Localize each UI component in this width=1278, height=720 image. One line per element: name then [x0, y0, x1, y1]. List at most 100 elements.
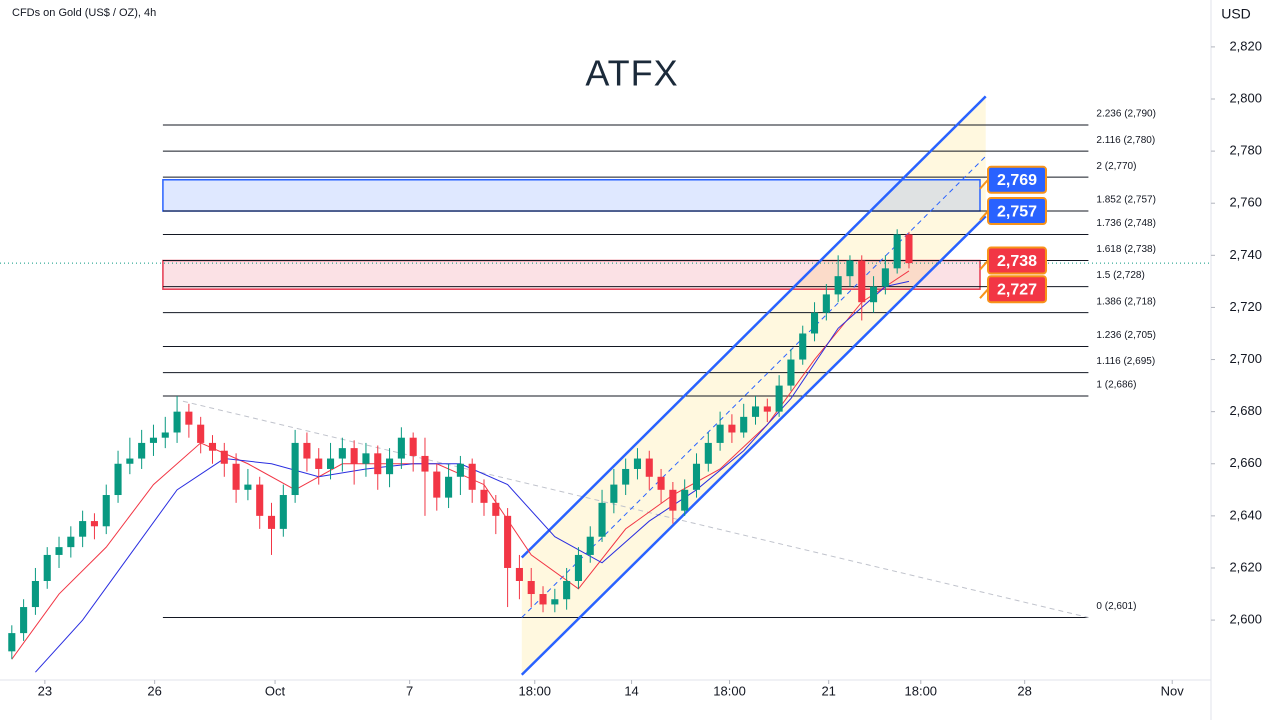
price-tag	[987, 275, 1047, 304]
channel-fill	[521, 96, 986, 675]
x-tick-label: Oct	[265, 683, 286, 698]
candle-body	[114, 463, 122, 496]
candle-body	[763, 406, 771, 412]
fib-label: 2 (2,770)	[1096, 161, 1136, 172]
channel-lower	[520, 215, 987, 676]
candle-body	[870, 286, 878, 303]
chart-title: CFDs on Gold (US$ / OZ), 4h	[12, 7, 156, 19]
candle-body	[256, 484, 264, 516]
y-tick-label: 2,760	[1229, 195, 1262, 210]
candle-body	[315, 458, 323, 469]
candle-body	[197, 424, 205, 443]
candle-body	[43, 554, 51, 581]
tag-pointer	[979, 259, 989, 271]
candle-body	[775, 385, 783, 412]
x-tick-label: 28	[1017, 683, 1031, 698]
price-tag	[987, 246, 1047, 275]
brand-logo: ATFX	[585, 53, 678, 94]
candle-body	[161, 432, 169, 438]
zone	[162, 179, 981, 212]
candle-body	[138, 442, 146, 459]
candle-body	[421, 455, 429, 472]
zone	[162, 259, 981, 290]
candle-body	[79, 521, 87, 537]
candle-body	[669, 489, 677, 511]
price-tag	[987, 165, 1047, 194]
candle-body	[846, 260, 854, 277]
candle-body	[504, 515, 512, 568]
channel-mid	[521, 155, 987, 618]
candle-body	[55, 547, 63, 555]
moving-average	[35, 280, 910, 673]
candle-body	[622, 468, 630, 485]
candle-body	[291, 442, 299, 496]
candle-body	[279, 495, 287, 529]
y-tick-label: 2,600	[1229, 612, 1262, 627]
price-tag-label: 2,769	[997, 172, 1037, 189]
candle-body	[208, 442, 217, 451]
candle-body	[386, 458, 394, 475]
y-tick-label: 2,620	[1229, 559, 1262, 574]
candle-body	[397, 437, 405, 459]
fib-label: 1.386 (2,718)	[1096, 296, 1156, 307]
tag-pointer	[979, 288, 989, 299]
candle-body	[515, 567, 523, 581]
candle-body	[692, 463, 701, 490]
candle-body	[704, 442, 712, 464]
fib-label: 1.5 (2,728)	[1096, 270, 1144, 281]
y-tick-label: 2,740	[1229, 247, 1262, 262]
candle-body	[374, 453, 382, 475]
y-tick-label: 2,700	[1229, 351, 1262, 366]
x-tick-label: 23	[38, 683, 52, 698]
candle-body	[657, 476, 665, 490]
x-tick-label: 26	[147, 683, 161, 698]
candle-body	[362, 453, 370, 464]
candle-body	[303, 442, 311, 459]
candle-body	[102, 495, 110, 527]
tag-pointer	[979, 210, 989, 221]
candle-body	[456, 463, 464, 477]
candle-body	[267, 515, 276, 529]
y-tick-label: 2,720	[1229, 299, 1262, 314]
x-tick-label: 14	[624, 683, 638, 698]
y-tick-label: 2,820	[1229, 38, 1262, 53]
candle-body	[598, 502, 606, 537]
y-tick-label: 2,660	[1229, 455, 1262, 470]
candle-body	[31, 580, 39, 608]
candle-body	[8, 633, 16, 652]
candle-body	[232, 463, 240, 490]
x-tick-label: 21	[821, 683, 835, 698]
candle-body	[740, 416, 748, 433]
fib-label: 1.116 (2,695)	[1096, 356, 1155, 367]
candle-body	[539, 594, 547, 605]
candle-body	[220, 450, 228, 464]
candle-body	[433, 471, 441, 498]
candle-body	[681, 489, 689, 511]
candle-body	[563, 580, 571, 600]
candle-body	[350, 448, 358, 464]
y-axis-label: USD	[1221, 6, 1251, 22]
price-tag-label: 2,757	[997, 203, 1037, 220]
candle-body	[468, 463, 476, 490]
candle-body	[90, 521, 98, 527]
y-tick-label: 2,800	[1229, 90, 1262, 105]
trendline	[182, 400, 1089, 618]
candle-body	[20, 607, 28, 634]
candle-body	[858, 260, 866, 303]
y-tick-label: 2,680	[1229, 403, 1262, 418]
tag-pointer	[979, 179, 989, 190]
candle-body	[799, 333, 807, 360]
y-tick-label: 2,780	[1229, 143, 1262, 158]
candle-body	[551, 599, 559, 605]
candle-body	[728, 424, 736, 433]
fib-label: 1.236 (2,705)	[1096, 330, 1156, 341]
fib-label: 2.236 (2,790)	[1096, 109, 1156, 120]
candle-body	[645, 458, 653, 477]
candle-body	[834, 276, 842, 295]
candle-body	[751, 406, 760, 417]
fib-label: 0 (2,601)	[1096, 601, 1136, 612]
candle-body	[492, 502, 500, 516]
fib-label: 1 (2,686)	[1096, 380, 1136, 391]
